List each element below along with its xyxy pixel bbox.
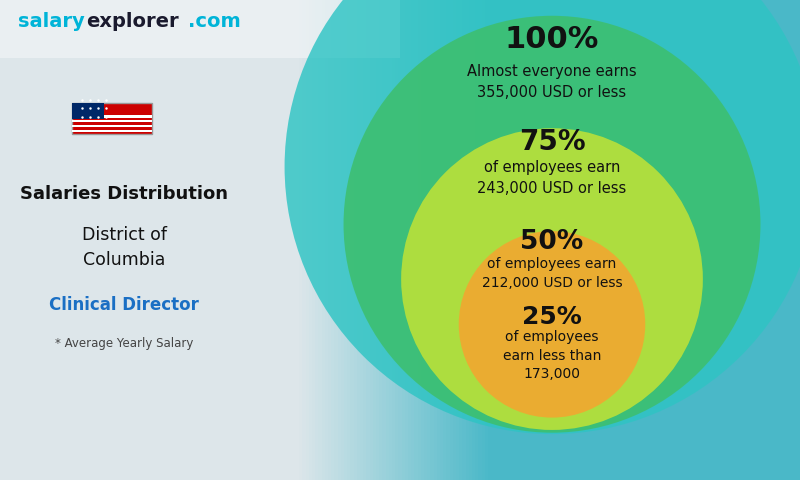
FancyBboxPatch shape <box>485 0 488 480</box>
FancyBboxPatch shape <box>456 0 459 480</box>
FancyBboxPatch shape <box>453 0 456 480</box>
Circle shape <box>285 0 800 434</box>
Text: of employees
earn less than
173,000: of employees earn less than 173,000 <box>503 331 601 381</box>
FancyBboxPatch shape <box>306 0 309 480</box>
FancyBboxPatch shape <box>360 0 800 480</box>
Text: 25%: 25% <box>522 305 582 329</box>
FancyBboxPatch shape <box>354 0 357 480</box>
FancyBboxPatch shape <box>350 0 354 480</box>
Text: of employees earn
243,000 USD or less: of employees earn 243,000 USD or less <box>478 159 626 196</box>
FancyBboxPatch shape <box>357 0 360 480</box>
FancyBboxPatch shape <box>382 0 386 480</box>
Text: of employees earn
212,000 USD or less: of employees earn 212,000 USD or less <box>482 257 622 290</box>
FancyBboxPatch shape <box>373 0 376 480</box>
FancyBboxPatch shape <box>462 0 466 480</box>
Text: .com: .com <box>188 12 241 31</box>
Text: Salaries Distribution: Salaries Distribution <box>20 185 228 204</box>
FancyBboxPatch shape <box>72 103 104 119</box>
FancyBboxPatch shape <box>469 0 472 480</box>
FancyBboxPatch shape <box>402 0 405 480</box>
FancyBboxPatch shape <box>411 0 414 480</box>
FancyBboxPatch shape <box>450 0 453 480</box>
FancyBboxPatch shape <box>443 0 446 480</box>
Circle shape <box>401 128 703 430</box>
FancyBboxPatch shape <box>418 0 421 480</box>
FancyBboxPatch shape <box>482 0 485 480</box>
FancyBboxPatch shape <box>434 0 437 480</box>
FancyBboxPatch shape <box>421 0 424 480</box>
FancyBboxPatch shape <box>72 115 152 118</box>
Circle shape <box>458 231 646 418</box>
FancyBboxPatch shape <box>341 0 344 480</box>
Text: 75%: 75% <box>518 128 586 156</box>
FancyBboxPatch shape <box>302 0 306 480</box>
FancyBboxPatch shape <box>299 0 302 480</box>
Text: Clinical Director: Clinical Director <box>49 296 199 314</box>
FancyBboxPatch shape <box>427 0 430 480</box>
Text: explorer: explorer <box>86 12 179 31</box>
FancyBboxPatch shape <box>312 0 315 480</box>
FancyBboxPatch shape <box>0 0 400 58</box>
FancyBboxPatch shape <box>72 130 152 132</box>
FancyBboxPatch shape <box>363 0 366 480</box>
FancyBboxPatch shape <box>347 0 350 480</box>
FancyBboxPatch shape <box>370 0 373 480</box>
FancyBboxPatch shape <box>440 0 443 480</box>
FancyBboxPatch shape <box>408 0 411 480</box>
FancyBboxPatch shape <box>309 0 312 480</box>
FancyBboxPatch shape <box>459 0 462 480</box>
FancyBboxPatch shape <box>72 120 152 122</box>
FancyBboxPatch shape <box>392 0 395 480</box>
FancyBboxPatch shape <box>322 0 325 480</box>
FancyBboxPatch shape <box>72 103 152 134</box>
FancyBboxPatch shape <box>0 0 440 480</box>
Circle shape <box>343 16 761 432</box>
FancyBboxPatch shape <box>446 0 450 480</box>
Text: salary: salary <box>18 12 84 31</box>
Text: 100%: 100% <box>505 24 599 54</box>
FancyBboxPatch shape <box>72 125 152 127</box>
FancyBboxPatch shape <box>414 0 418 480</box>
FancyBboxPatch shape <box>437 0 440 480</box>
FancyBboxPatch shape <box>475 0 478 480</box>
FancyBboxPatch shape <box>360 0 363 480</box>
FancyBboxPatch shape <box>424 0 427 480</box>
FancyBboxPatch shape <box>315 0 318 480</box>
Text: * Average Yearly Salary: * Average Yearly Salary <box>55 336 193 350</box>
FancyBboxPatch shape <box>318 0 322 480</box>
FancyBboxPatch shape <box>376 0 379 480</box>
FancyBboxPatch shape <box>430 0 434 480</box>
FancyBboxPatch shape <box>466 0 469 480</box>
FancyBboxPatch shape <box>366 0 370 480</box>
FancyBboxPatch shape <box>472 0 475 480</box>
FancyBboxPatch shape <box>389 0 392 480</box>
Text: 50%: 50% <box>520 229 584 255</box>
FancyBboxPatch shape <box>386 0 389 480</box>
FancyBboxPatch shape <box>296 0 299 480</box>
FancyBboxPatch shape <box>325 0 328 480</box>
FancyBboxPatch shape <box>478 0 482 480</box>
Text: Almost everyone earns
355,000 USD or less: Almost everyone earns 355,000 USD or les… <box>467 64 637 100</box>
FancyBboxPatch shape <box>405 0 408 480</box>
FancyBboxPatch shape <box>338 0 341 480</box>
FancyBboxPatch shape <box>344 0 347 480</box>
FancyBboxPatch shape <box>395 0 398 480</box>
FancyBboxPatch shape <box>331 0 334 480</box>
FancyBboxPatch shape <box>334 0 338 480</box>
FancyBboxPatch shape <box>328 0 331 480</box>
Text: District of
Columbia: District of Columbia <box>82 226 166 269</box>
FancyBboxPatch shape <box>398 0 402 480</box>
FancyBboxPatch shape <box>379 0 382 480</box>
